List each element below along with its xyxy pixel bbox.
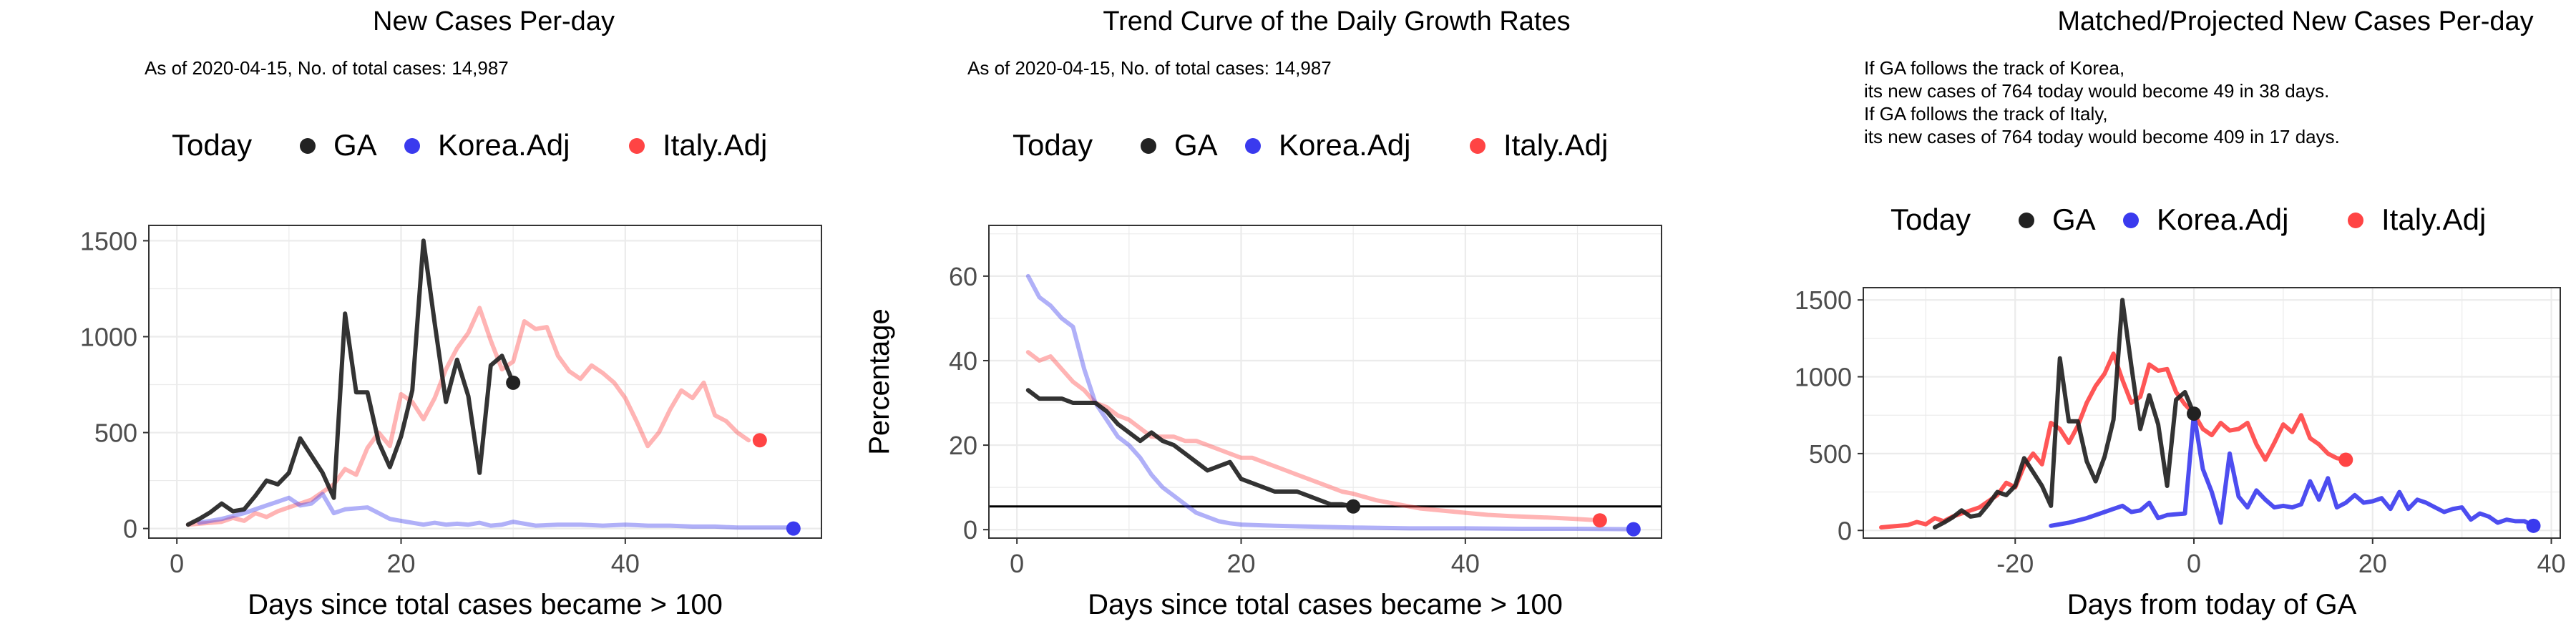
annotation-line: If GA follows the track of Korea,	[1864, 57, 2124, 79]
y-tick-label: 1000	[1795, 363, 1852, 392]
x-tick-label: 20	[1226, 549, 1255, 578]
y-axis-label: Percentage	[864, 308, 895, 455]
chart-legend: Today GA Korea.Adj Italy.Adj	[1890, 203, 2486, 236]
series-line-korea-adj	[2049, 411, 2536, 528]
today-point	[2187, 406, 2202, 421]
panel-border	[148, 225, 822, 539]
y-tick-label: 1500	[80, 226, 137, 255]
chart-panel-2: Trend Curve of the Daily Growth Rates As …	[864, 6, 1662, 620]
y-tick-label: 1000	[80, 322, 137, 351]
series-line-ga	[1025, 388, 1356, 509]
y-tick-label: 0	[963, 515, 977, 545]
legend-label: Italy.Adj	[1503, 128, 1608, 162]
x-tick-label: 20	[386, 549, 415, 578]
y-tick-label: 0	[123, 514, 137, 544]
x-tick-label: 40	[2537, 549, 2565, 578]
grid	[1863, 288, 2560, 538]
legend-label: GA	[2052, 203, 2096, 236]
legend-title: Today	[172, 128, 252, 162]
legend-marker	[300, 138, 316, 154]
y-tick-label: 1500	[1795, 286, 1852, 315]
today-point	[752, 433, 767, 448]
today-point	[2338, 452, 2353, 467]
legend-label: Italy.Adj	[663, 128, 767, 162]
series-line-korea-adj	[1025, 273, 1636, 532]
y-tick-label: 60	[949, 262, 977, 291]
y-tick-label: 20	[949, 431, 977, 460]
legend-label: Korea.Adj	[438, 128, 570, 162]
panel-border	[988, 225, 1662, 539]
today-point	[786, 521, 801, 536]
chart-title: Trend Curve of the Daily Growth Rates	[1103, 6, 1570, 36]
panel-border	[1863, 287, 2561, 539]
grid	[149, 225, 821, 538]
legend-label: Korea.Adj	[2157, 203, 2288, 236]
x-tick-label: 20	[2358, 549, 2387, 578]
x-tick-label: 0	[1010, 549, 1024, 578]
y-tick-label: 500	[94, 419, 137, 448]
chart-legend: Today GA Korea.Adj Italy.Adj	[172, 128, 767, 162]
chart-title: Matched/Projected New Cases Per-day	[2057, 6, 2533, 36]
y-tick-label: 0	[1838, 516, 1852, 545]
x-axis-label: Days since total cases became > 100	[1088, 589, 1563, 620]
annotation-line: its new cases of 764 today would become …	[1864, 80, 2329, 102]
chart-subtitle: As of 2020-04-15, No. of total cases: 14…	[967, 57, 1332, 79]
legend-label: Korea.Adj	[1279, 128, 1410, 162]
legend-marker	[1141, 138, 1156, 154]
x-tick-label: 0	[2187, 549, 2201, 578]
legend-label: GA	[1174, 128, 1218, 162]
y-tick-label: 500	[1809, 439, 1852, 469]
legend-marker	[1245, 138, 1261, 154]
legend-title: Today	[1013, 128, 1093, 162]
annotation-line: If GA follows the track of Italy,	[1864, 103, 2108, 125]
today-point	[1592, 513, 1607, 528]
x-tick-label: -20	[1996, 549, 2034, 578]
grid	[989, 225, 1662, 538]
legend-marker	[2348, 213, 2363, 228]
legend-marker	[629, 138, 645, 154]
chart-legend: Today GA Korea.Adj Italy.Adj	[1013, 128, 1608, 162]
today-point	[1626, 522, 1641, 537]
x-axis-label: Days from today of GA	[2067, 589, 2357, 620]
series-line-italy-adj	[185, 306, 751, 527]
series-line-italy-adj	[1879, 351, 2348, 530]
x-axis-label: Days since total cases became > 100	[248, 589, 723, 620]
today-point	[1346, 499, 1361, 514]
series-line-italy-adj	[1025, 350, 1602, 523]
today-point	[2526, 518, 2541, 533]
today-point	[506, 375, 521, 390]
annotation-line: its new cases of 764 today would become …	[1864, 126, 2340, 147]
chart-subtitle: As of 2020-04-15, No. of total cases: 14…	[145, 57, 509, 79]
legend-marker	[404, 138, 420, 154]
series-line-korea-adj	[197, 492, 796, 530]
legend-title: Today	[1890, 203, 1971, 236]
series-line-ga	[1932, 298, 2196, 530]
series-line-ga	[185, 238, 516, 527]
chart-title: New Cases Per-day	[373, 6, 615, 36]
legend-label: Italy.Adj	[2381, 203, 2486, 236]
legend-marker	[1470, 138, 1485, 154]
x-tick-label: 40	[611, 549, 640, 578]
legend-marker	[2019, 213, 2034, 228]
chart-panel-1: New Cases Per-day As of 2020-04-15, No. o…	[80, 6, 822, 620]
y-tick-label: 40	[949, 346, 977, 376]
legend-label: GA	[333, 128, 377, 162]
legend-marker	[2123, 213, 2139, 228]
x-tick-label: 0	[170, 549, 184, 578]
chart-panel-3: Matched/Projected New Cases Per-day If GA…	[1795, 6, 2566, 620]
x-tick-label: 40	[1451, 549, 1480, 578]
